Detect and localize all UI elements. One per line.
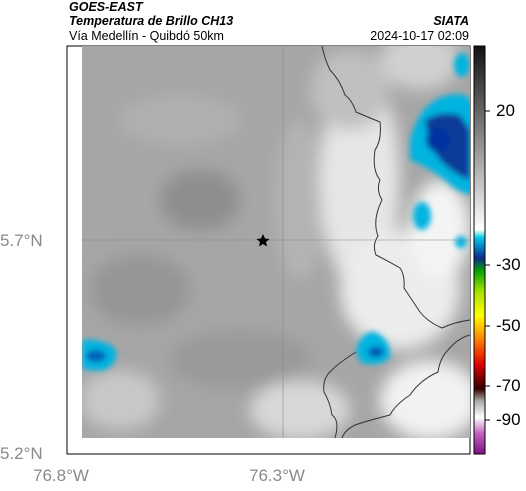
coastline: [321, 46, 470, 329]
colorbar: [473, 45, 486, 455]
satellite-title: GOES-EAST: [69, 0, 143, 14]
region-subtitle: Vía Medellín - Quibdó 50km: [69, 29, 224, 43]
colorbar-label-minus70: -70: [496, 376, 521, 395]
lat-label-5-7: 5.7°N: [0, 231, 43, 250]
org-label: SIATA: [433, 14, 469, 28]
colorbar-label-minus50: -50: [496, 316, 521, 335]
colorbar-label-20: 20: [496, 101, 515, 120]
brightness-temperature-field: [82, 46, 470, 438]
colorbar-ticks: [485, 110, 490, 421]
product-title: Temperatura de Brillo CH13: [69, 14, 234, 28]
lon-label-76-3: 76.3°W: [249, 466, 305, 485]
datetime-label: 2024-10-17 02:09: [370, 29, 469, 43]
colorbar-label-minus30: -30: [496, 255, 521, 274]
lon-label-76-8: 76.8°W: [33, 466, 89, 485]
river-line: [323, 351, 357, 438]
lat-label-5-2: 5.2°N: [0, 444, 43, 463]
location-star-icon: [256, 234, 270, 247]
colorbar-label-minus90: -90: [496, 410, 521, 429]
cold-cloud-regions: [82, 53, 470, 371]
border-line: [341, 334, 470, 438]
